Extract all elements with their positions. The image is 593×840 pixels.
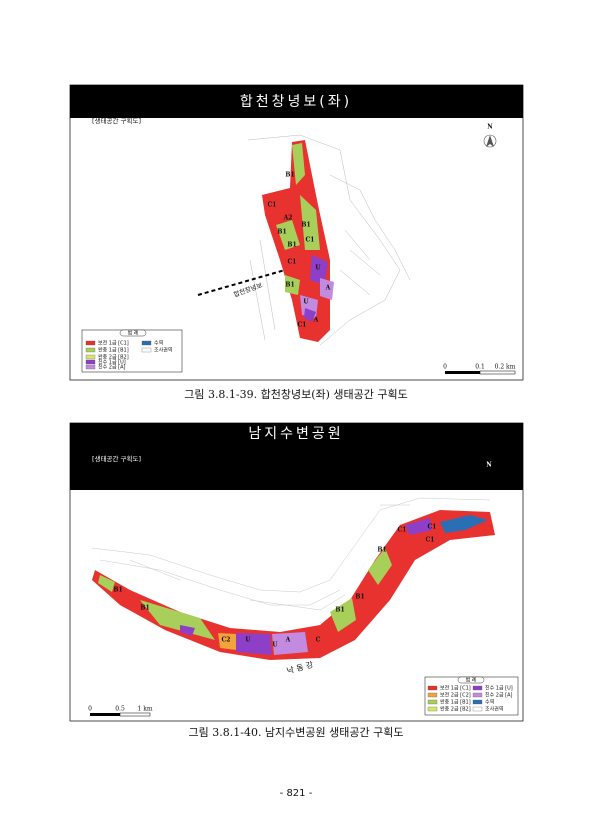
zone-label: C1 <box>298 322 307 329</box>
zone-label: C1 <box>306 237 315 244</box>
legend-label: 완충 1급 [B1] <box>440 699 471 706</box>
legend-swatch <box>472 692 483 698</box>
legend-label: 보전 2급 [C2] <box>440 692 471 699</box>
scale-label: 1 km <box>137 706 152 713</box>
legend-swatch <box>85 354 96 360</box>
legend-swatch <box>85 347 96 353</box>
zone-map <box>92 510 495 660</box>
zone-label: U <box>315 265 321 272</box>
figure-header <box>70 423 523 490</box>
page-number: - 821 - <box>280 788 313 799</box>
zone-label: B1 <box>113 587 122 594</box>
legend-swatch <box>427 692 438 698</box>
zone-label: A <box>325 285 331 292</box>
legend-swatch <box>472 706 483 712</box>
legend-swatch <box>141 347 152 353</box>
figure-header <box>70 85 523 118</box>
legend-label: 친수 2급 [A] <box>485 692 513 699</box>
zone-label: B1 <box>355 594 364 601</box>
legend-swatch <box>472 699 483 705</box>
figure-title: 합천창녕보(좌) <box>240 94 352 110</box>
scale-label: 0.5 <box>115 706 125 713</box>
figure-caption: 그림 3.8.1-40. 남지수변공원 생태공간 구획도 <box>189 726 404 739</box>
zone-label: C1 <box>268 202 277 209</box>
legend-label: 조사권역 <box>485 706 503 713</box>
zone-label: B1 <box>285 172 294 179</box>
zone-label: C1 <box>398 527 407 534</box>
zone-label: C1 <box>426 537 435 544</box>
zone-label: C1 <box>288 259 297 266</box>
zone-label: C1 <box>428 524 437 531</box>
legend-label: 조사권역 <box>154 347 172 354</box>
legend <box>81 329 183 373</box>
legend-label: 보전 1급 [C1] <box>98 340 129 347</box>
legend-label: 친수 1급 [U] <box>98 359 126 366</box>
zone-label: U <box>245 637 251 644</box>
zone-label: B1 <box>285 282 294 289</box>
zone-map <box>262 140 334 342</box>
zone-label: A <box>285 637 291 644</box>
basemap <box>247 134 411 346</box>
legend-label: 보전 1급 [C1] <box>440 685 471 692</box>
basemap <box>91 497 491 611</box>
legend-title: 범 례 <box>466 677 477 684</box>
legend-swatch <box>472 685 483 691</box>
north-arrow <box>483 134 497 148</box>
figure-title: 남지수변공원 <box>248 426 343 442</box>
scale-label: 0.1 <box>475 364 485 371</box>
north-label: N <box>486 462 492 469</box>
dam-line <box>197 269 286 296</box>
legend-title: 범 례 <box>128 330 139 337</box>
zone-label: B1 <box>377 547 386 554</box>
legend-label: 수역 <box>485 699 494 706</box>
figure-subtitle: [생태공간 구획도] <box>92 116 141 125</box>
legend-swatch <box>85 359 96 365</box>
legend-swatch <box>427 706 438 712</box>
legend <box>424 676 519 716</box>
legend-label: 완충 2급 [B2] <box>98 354 129 361</box>
scale-bar <box>90 712 151 717</box>
zone-label: B1 <box>335 607 344 614</box>
scale-label: 0.2 km <box>495 364 516 371</box>
scale-bar <box>445 370 516 375</box>
scale-label: 0 <box>88 706 92 713</box>
figure-subtitle: [생태공간 구획도] <box>92 454 141 463</box>
zone-label: U <box>303 299 309 306</box>
zone-label: U <box>272 642 278 649</box>
legend-swatch <box>85 340 96 346</box>
legend-label: 완충 2급 [B2] <box>440 706 471 713</box>
zone-label: B1 <box>287 242 296 249</box>
legend-label: 수역 <box>154 340 163 347</box>
zone-label: C <box>316 637 321 644</box>
legend-swatch <box>85 364 96 370</box>
figure-caption: 그림 3.8.1-39. 합천창녕보(좌) 생태공간 구획도 <box>184 387 408 401</box>
legend-swatch <box>141 340 152 346</box>
legend-label: 친수 1급 [U] <box>485 685 513 692</box>
zone-label: B1 <box>277 229 286 236</box>
zone-label: A <box>313 317 319 324</box>
zone-label: A2 <box>283 215 293 222</box>
zone-label: B1 <box>140 605 149 612</box>
zone-label: B1 <box>301 222 310 229</box>
north-label: N <box>487 124 493 131</box>
legend-label: 완충 1급 [B1] <box>98 347 129 354</box>
scale-label: 0 <box>443 364 447 371</box>
zone-label: C2 <box>222 637 231 644</box>
legend-label: 친수 2급 [A] <box>98 364 126 371</box>
legend-swatch <box>427 699 438 705</box>
legend-swatch <box>427 685 438 691</box>
